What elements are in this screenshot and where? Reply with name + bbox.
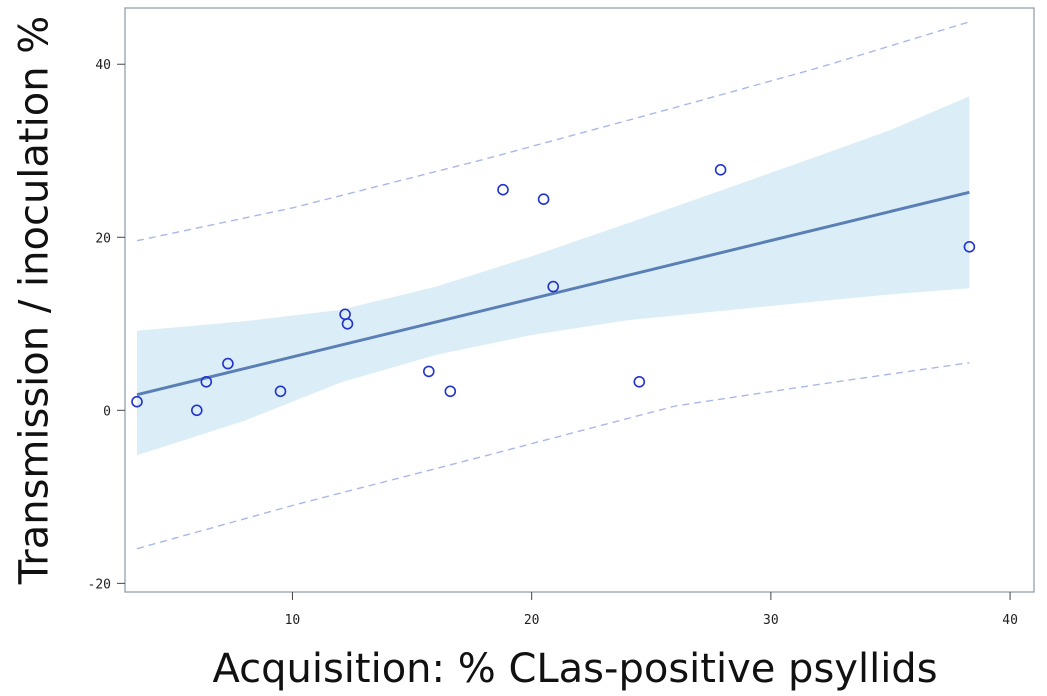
confidence-band — [137, 96, 970, 456]
regression-line — [136, 190, 970, 397]
x-tick-label: 40 — [1002, 613, 1018, 628]
y-tick-label: 0 — [103, 404, 111, 419]
data-point — [222, 357, 234, 370]
data-point — [633, 375, 646, 388]
data-points-layer — [131, 164, 976, 417]
data-point — [497, 183, 509, 196]
data-point — [422, 365, 435, 378]
y-tick-label: 40 — [95, 58, 111, 73]
y-tick-label: -20 — [88, 577, 111, 592]
prediction-limits-layer — [136, 21, 970, 550]
data-point — [200, 375, 213, 388]
data-point — [547, 280, 560, 293]
data-point — [131, 395, 143, 408]
y-axis-label: Transmission / inoculation % — [11, 15, 57, 585]
x-tick-label: 10 — [285, 613, 301, 628]
data-point — [274, 385, 287, 398]
confidence-band-layer — [137, 96, 970, 456]
prediction-lower-line — [136, 362, 970, 550]
fit-line-layer — [136, 190, 970, 397]
data-point — [714, 164, 727, 176]
x-tick-label: 20 — [524, 613, 540, 628]
axis-ticks-layer: 10 20 30 40 -20 0 20 40 — [88, 58, 1018, 628]
data-point — [537, 193, 550, 205]
data-point — [963, 241, 976, 253]
data-point — [341, 317, 354, 330]
prediction-upper-line — [136, 21, 970, 242]
data-point — [191, 404, 203, 417]
x-axis-label: Acquisition: % CLas-positive psyllids — [212, 646, 938, 692]
x-tick-label: 30 — [763, 613, 779, 628]
y-tick-label: 20 — [95, 231, 111, 246]
data-point — [444, 385, 457, 398]
plot-frame — [124, 7, 1035, 593]
y-axis-label-container: Transmission / inoculation % — [6, 0, 62, 600]
